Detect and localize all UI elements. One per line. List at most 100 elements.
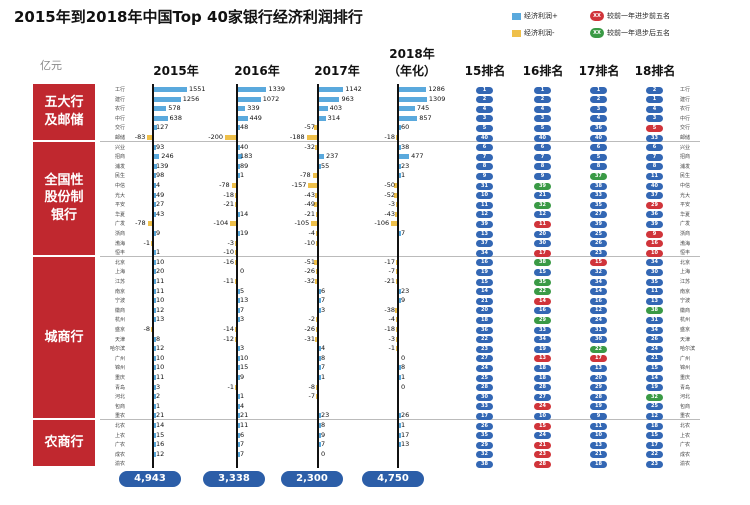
bar-positive (154, 96, 181, 102)
value-label: -83 (134, 133, 146, 141)
value-label: 857 (419, 113, 432, 122)
rank-badge: 27 (534, 393, 551, 401)
rank-badge: 1 (590, 86, 607, 94)
value-label: -26 (304, 325, 315, 333)
rank-badge: 36 (590, 124, 607, 132)
rank-badge: 4 (476, 105, 493, 113)
rank-badge: 23 (590, 249, 607, 257)
rank-badge: 37 (590, 172, 607, 180)
value-label: 93 (156, 142, 165, 151)
bar-negative (315, 231, 317, 236)
rank-badge: 1 (534, 86, 551, 94)
rank-badge: 25 (476, 374, 493, 382)
bar-positive (399, 125, 401, 131)
legend-positive: 经济利润+ (512, 11, 558, 21)
value-label: -21 (304, 209, 315, 218)
rank-badge: 21 (590, 451, 607, 459)
value-label: 10 (240, 353, 249, 362)
rank-badge: 32 (476, 451, 493, 459)
bank-name-right: 中信 (680, 183, 691, 189)
value-label: 1072 (262, 94, 280, 103)
bar-positive (399, 163, 401, 169)
bar-positive (154, 288, 156, 294)
value-label: -32 (304, 142, 315, 151)
legend-red: XX 较前一年进步前五名 (590, 11, 670, 21)
value-label: 9 (401, 296, 406, 305)
value-label: 15 (156, 430, 165, 439)
bar-positive (319, 154, 325, 160)
rank-badge: 33 (534, 326, 551, 334)
value-label: -12 (223, 334, 234, 343)
value-label: 3 (240, 315, 245, 324)
rank-badge: 18 (646, 422, 663, 430)
value-label: 55 (321, 161, 330, 170)
rank-badge: 13 (534, 355, 551, 363)
value-label: 7 (321, 363, 326, 372)
rank-badge: 32 (534, 201, 551, 209)
bank-name-right: 徽商 (680, 307, 691, 314)
value-label: 10 (156, 363, 165, 372)
bar-negative (395, 135, 397, 140)
value-label: -51 (304, 257, 315, 266)
bank-name-left: 宁波 (114, 298, 125, 305)
bank-name-right: 浦发 (680, 163, 691, 170)
zero-axis (236, 84, 238, 468)
rank-badge: 36 (646, 211, 663, 219)
value-label: 6 (240, 430, 245, 439)
rank-badge: 26 (476, 422, 493, 430)
value-label: 6 (321, 286, 326, 295)
header-rank-15: 15排名 (464, 64, 506, 78)
rank-badge: 25 (646, 403, 663, 411)
rank-badge: 24 (646, 345, 663, 353)
value-label: -106 (374, 219, 390, 228)
bank-name-left: 包商 (114, 403, 125, 410)
rank-badge: 10 (646, 249, 663, 257)
bank-name-left: 工行 (114, 87, 125, 93)
rank-badge: 7 (646, 153, 663, 161)
rank-badge: 35 (476, 432, 493, 440)
bar-positive (319, 163, 321, 169)
rank-badge: 22 (646, 451, 663, 459)
bar-positive (238, 96, 261, 102)
header-2015: 2015年 (153, 64, 199, 78)
bar-positive (238, 211, 240, 217)
bar-positive (238, 365, 240, 371)
bar-positive (319, 307, 321, 313)
header-2017: 2017年 (314, 64, 360, 78)
bar-negative (315, 327, 317, 332)
legend-green: XX 较前一年退步后五名 (590, 28, 670, 38)
bar-positive (319, 298, 321, 304)
rank-badge: 18 (534, 374, 551, 382)
bank-name-right: 邮储 (680, 135, 691, 141)
rank-badge: 31 (476, 182, 493, 190)
bar-positive (319, 365, 321, 371)
zero-axis (152, 84, 154, 468)
rank-badge: 3 (590, 105, 607, 113)
value-label: -157 (291, 181, 307, 189)
bar-positive (154, 154, 160, 160)
bank-name-left: 北农 (114, 423, 125, 429)
rank-badge: 16 (646, 240, 663, 248)
bar-positive (154, 259, 156, 265)
bank-name-right: 成农 (680, 451, 691, 458)
bar-positive (399, 144, 401, 150)
bank-name-left: 青岛 (114, 384, 125, 391)
rank-badge: 39 (534, 182, 551, 190)
legend-negative: 经济利润- (512, 28, 555, 38)
bank-name-right: 广农 (680, 442, 691, 449)
group-label: 农商行 (33, 420, 95, 466)
value-label: 11 (240, 421, 249, 429)
bar-positive (154, 317, 156, 323)
value-label: 1 (321, 373, 326, 381)
value-label: 1 (401, 373, 406, 381)
bar-positive (154, 231, 156, 236)
rank-badge: 20 (534, 230, 551, 238)
zero-axis (397, 84, 399, 468)
value-label: 21 (240, 411, 249, 420)
rank-badge: 30 (534, 240, 551, 248)
bar-negative (394, 211, 397, 217)
bar-positive (154, 423, 156, 428)
rank-badge: 8 (646, 163, 663, 171)
bar-negative (312, 173, 317, 179)
bar-positive (238, 346, 240, 352)
